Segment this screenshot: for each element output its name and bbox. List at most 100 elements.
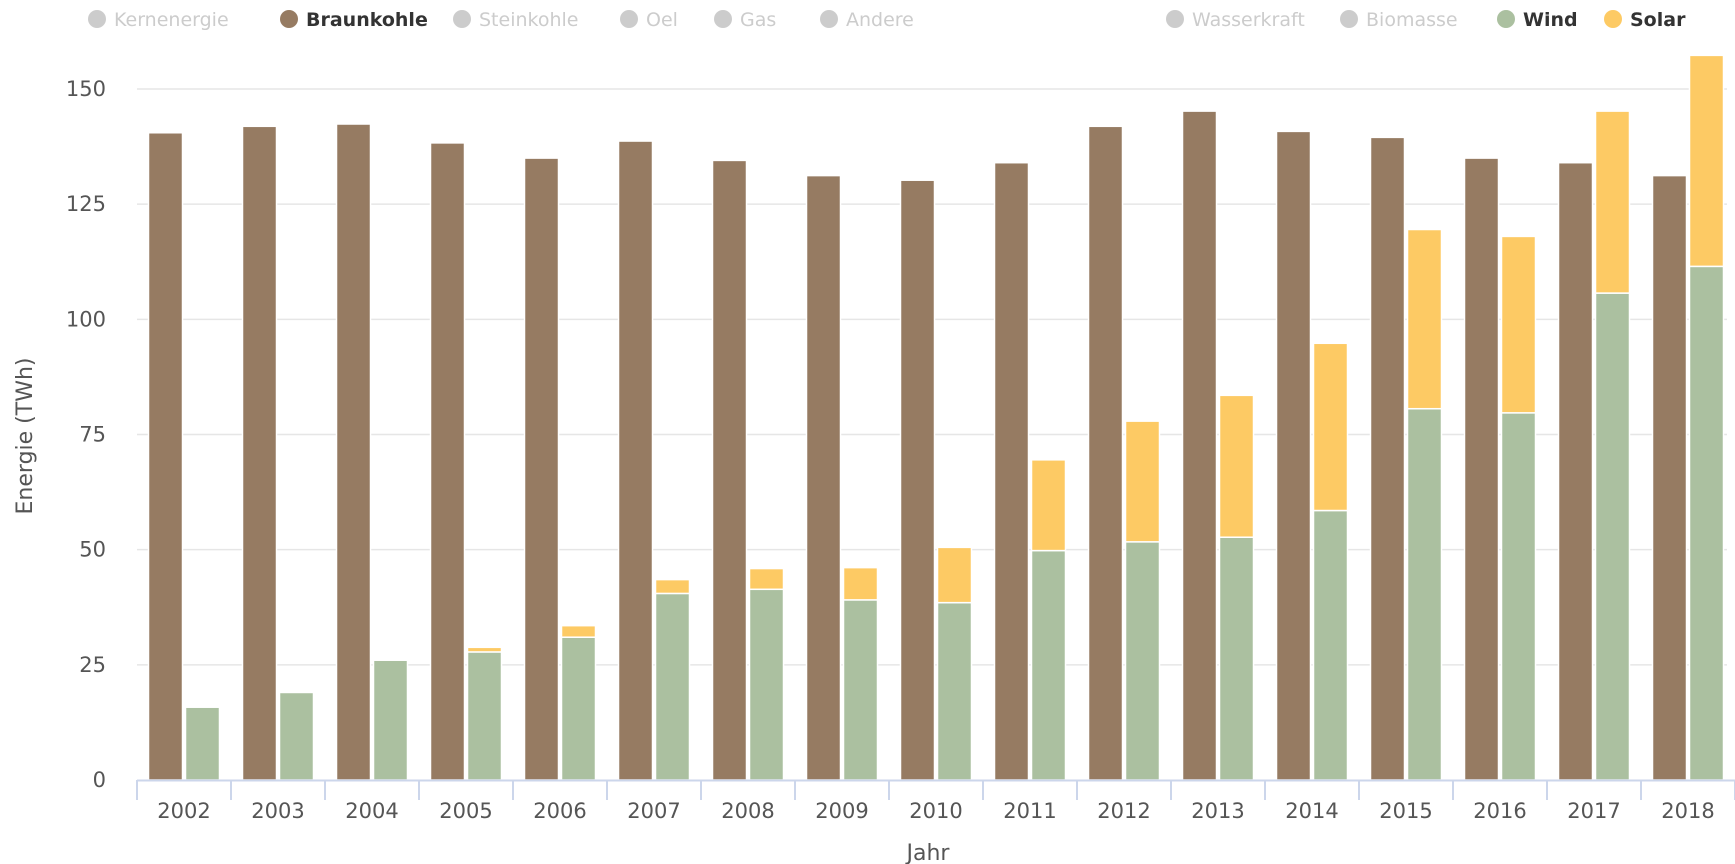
x-tick-label: 2014 (1285, 799, 1338, 823)
bar-solar-2017[interactable] (1594, 110, 1631, 294)
legend-marker-icon (620, 10, 638, 28)
x-tick-label: 2009 (815, 799, 868, 823)
bar-wind-2011[interactable] (1030, 549, 1067, 781)
bar-braunkohle-2006[interactable] (523, 157, 560, 781)
bar-wind-2016[interactable] (1500, 412, 1537, 781)
x-tick-label: 2013 (1191, 799, 1244, 823)
x-tick-label: 2005 (439, 799, 492, 823)
bar-solar-2005[interactable] (466, 646, 503, 653)
bar-braunkohle-2002[interactable] (147, 132, 184, 781)
legend-item-solar[interactable]: Solar (1604, 9, 1686, 31)
legend-item-biomasse[interactable]: Biomasse (1340, 9, 1458, 31)
legend-marker-icon (1604, 10, 1622, 28)
bar-braunkohle-2016[interactable] (1463, 157, 1500, 781)
bar-solar-2007[interactable] (654, 578, 691, 595)
y-axis: 0 25 50 75 100 125 150 (66, 77, 106, 792)
bar-braunkohle-2009[interactable] (805, 174, 842, 781)
legend-label: Solar (1630, 9, 1686, 31)
legend-marker-icon (1497, 10, 1515, 28)
x-tick-label: 2018 (1661, 799, 1714, 823)
legend-item-wasserkraft[interactable]: Wasserkraft (1166, 9, 1305, 31)
legend-label: Braunkohle (306, 9, 428, 31)
x-tick-label: 2011 (1003, 799, 1056, 823)
y-tick-label: 50 (79, 538, 106, 562)
bar-solar-2010[interactable] (936, 546, 973, 604)
bar-braunkohle-2010[interactable] (899, 179, 936, 781)
bar-wind-2003[interactable] (278, 691, 315, 781)
legend-marker-icon (1340, 10, 1358, 28)
bar-solar-2012[interactable] (1124, 420, 1161, 543)
legend-label: Andere (846, 9, 914, 31)
bar-braunkohle-2018[interactable] (1651, 174, 1688, 781)
bar-wind-2002[interactable] (184, 706, 221, 781)
x-tick-label: 2004 (345, 799, 398, 823)
legend-marker-icon (88, 10, 106, 28)
legend-label: Oel (646, 9, 678, 31)
bar-solar-2009[interactable] (842, 566, 879, 601)
legend-label: Wind (1523, 9, 1578, 31)
bar-braunkohle-2007[interactable] (617, 140, 654, 781)
legend-marker-icon (820, 10, 838, 28)
legend-label: Gas (740, 9, 776, 31)
legend-item-gas[interactable]: Gas (714, 9, 776, 31)
legend-item-kernenergie[interactable]: Kernenergie (88, 9, 229, 31)
bar-braunkohle-2012[interactable] (1087, 125, 1124, 781)
x-tick-label: 2012 (1097, 799, 1150, 823)
bar-solar-2016[interactable] (1500, 235, 1537, 414)
legend-label: Wasserkraft (1192, 9, 1305, 31)
bar-solar-2014[interactable] (1312, 342, 1349, 512)
bar-solar-2008[interactable] (748, 567, 785, 591)
bar-braunkohle-2003[interactable] (241, 125, 278, 781)
x-tick-label: 2007 (627, 799, 680, 823)
bar-solar-2015[interactable] (1406, 228, 1443, 410)
x-axis-title: Jahr (905, 841, 951, 864)
bar-wind-2006[interactable] (560, 636, 597, 781)
y-tick-label: 150 (66, 77, 106, 101)
bar-solar-2011[interactable] (1030, 459, 1067, 552)
bar-braunkohle-2015[interactable] (1369, 136, 1406, 781)
bar-wind-2010[interactable] (936, 601, 973, 781)
bar-braunkohle-2011[interactable] (993, 161, 1030, 781)
legend: Kernenergie Braunkohle Steinkohle Oel Gas And… (88, 9, 1686, 31)
bar-braunkohle-2004[interactable] (335, 123, 372, 781)
bar-braunkohle-2014[interactable] (1275, 130, 1312, 781)
x-tick-label: 2008 (721, 799, 774, 823)
bar-wind-2009[interactable] (842, 599, 879, 781)
bar-wind-2017[interactable] (1594, 292, 1631, 781)
legend-item-braunkohle[interactable]: Braunkohle (280, 9, 428, 31)
bar-wind-2004[interactable] (372, 659, 409, 781)
bar-wind-2013[interactable] (1218, 536, 1255, 781)
legend-marker-icon (453, 10, 471, 28)
x-tick-label: 2017 (1567, 799, 1620, 823)
bar-braunkohle-2017[interactable] (1557, 161, 1594, 781)
bar-solar-2006[interactable] (560, 624, 597, 638)
x-tick-label: 2003 (251, 799, 304, 823)
bar-braunkohle-2008[interactable] (711, 159, 748, 781)
legend-item-oel[interactable]: Oel (620, 9, 678, 31)
bar-wind-2012[interactable] (1124, 541, 1161, 781)
legend-item-andere[interactable]: Andere (820, 9, 914, 31)
legend-label: Kernenergie (114, 9, 229, 31)
bar-solar-2018[interactable] (1688, 54, 1725, 268)
y-tick-label: 125 (66, 192, 106, 216)
legend-item-wind[interactable]: Wind (1497, 9, 1578, 31)
bar-solar-2013[interactable] (1218, 394, 1255, 538)
x-tick-label: 2016 (1473, 799, 1526, 823)
bar-braunkohle-2005[interactable] (429, 142, 466, 781)
legend-label: Biomasse (1366, 9, 1458, 31)
bar-wind-2008[interactable] (748, 588, 785, 781)
bar-wind-2014[interactable] (1312, 509, 1349, 781)
legend-marker-icon (280, 10, 298, 28)
y-tick-label: 100 (66, 307, 106, 331)
x-tick-label: 2002 (157, 799, 210, 823)
bar-wind-2007[interactable] (654, 592, 691, 781)
legend-item-steinkohle[interactable]: Steinkohle (453, 9, 578, 31)
bar-braunkohle-2013[interactable] (1181, 110, 1218, 781)
y-tick-label: 25 (79, 653, 106, 677)
bar-wind-2018[interactable] (1688, 265, 1725, 781)
y-tick-label: 0 (93, 768, 106, 792)
bar-wind-2005[interactable] (466, 651, 503, 781)
bar-wind-2015[interactable] (1406, 407, 1443, 781)
